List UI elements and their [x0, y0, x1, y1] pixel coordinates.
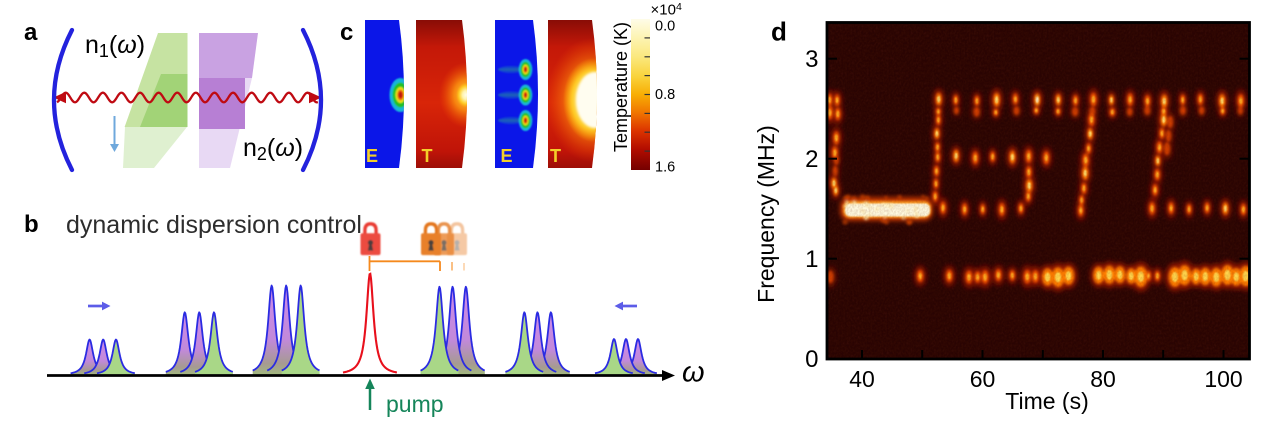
svg-text:d: d — [771, 17, 787, 47]
svg-text:60: 60 — [970, 366, 996, 392]
svg-text:dynamic dispersion control: dynamic dispersion control — [66, 211, 362, 239]
svg-text:×104: ×104 — [651, 1, 682, 19]
svg-text:E: E — [366, 146, 378, 166]
svg-text:c: c — [340, 19, 353, 46]
svg-text:n1(ω): n1(ω) — [85, 31, 145, 61]
svg-text:n2(ω): n2(ω) — [243, 134, 303, 164]
svg-text:T: T — [422, 146, 433, 166]
svg-text:2: 2 — [805, 146, 818, 173]
svg-text:80: 80 — [1090, 366, 1116, 392]
svg-text:40: 40 — [849, 366, 875, 392]
svg-text:3: 3 — [805, 46, 818, 73]
svg-text:Time (s): Time (s) — [1005, 388, 1088, 414]
svg-text:0: 0 — [805, 346, 818, 373]
svg-text:a: a — [24, 19, 38, 46]
svg-text:b: b — [24, 211, 39, 238]
svg-text:pump: pump — [386, 391, 444, 417]
svg-text:1.6: 1.6 — [655, 160, 675, 176]
svg-text:E: E — [501, 146, 513, 166]
svg-text:Temperature (K): Temperature (K) — [611, 22, 631, 152]
svg-text:0.0: 0.0 — [655, 19, 675, 35]
svg-text:T: T — [550, 146, 561, 166]
svg-text:Frequency (MHz): Frequency (MHz) — [753, 125, 779, 303]
svg-text:0.8: 0.8 — [655, 87, 675, 103]
svg-text:1: 1 — [805, 246, 818, 273]
svg-text:ω: ω — [682, 357, 705, 389]
svg-text:100: 100 — [1204, 366, 1242, 392]
